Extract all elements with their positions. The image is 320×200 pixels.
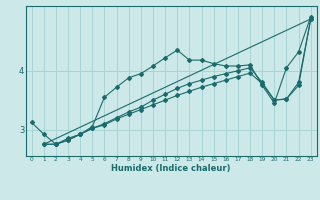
X-axis label: Humidex (Indice chaleur): Humidex (Indice chaleur) (111, 164, 231, 173)
